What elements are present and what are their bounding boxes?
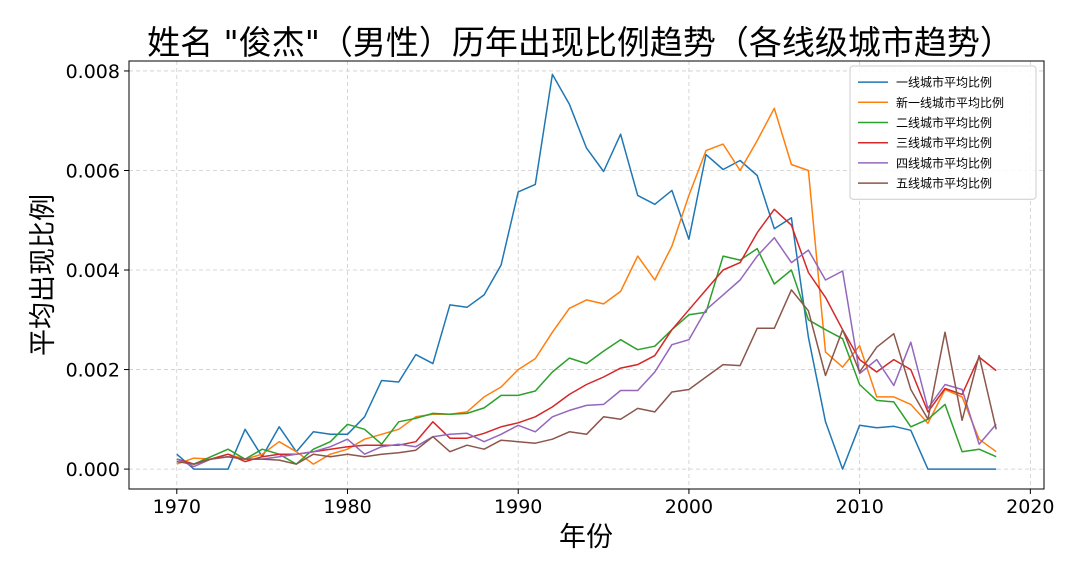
legend-label: 新一线城市平均比例	[896, 95, 1004, 110]
legend-label: 二线城市平均比例	[896, 115, 992, 130]
y-axis-label: 平均出现比例	[28, 194, 59, 356]
axes-frame	[128, 60, 1045, 490]
legend-label: 三线城市平均比例	[896, 135, 992, 150]
y-tick-label: 0.000	[66, 459, 120, 481]
series-line-4	[176, 208, 997, 465]
y-tick-label: 0.006	[66, 160, 120, 182]
grid	[129, 61, 1044, 489]
legend-box	[849, 65, 1037, 200]
x-tick-label: 1980	[323, 496, 371, 518]
series-lines	[176, 73, 997, 470]
series-line-5	[176, 236, 997, 468]
axis-ticks: 1970 1980 1990 2000 2010 2020 0.000 0.002 0.004 0…	[66, 61, 1055, 518]
y-tick-label: 0.008	[66, 61, 120, 83]
x-tick-label: 2020	[1006, 496, 1054, 518]
x-tick-label: 2010	[835, 496, 883, 518]
legend-label: 五线城市平均比例	[896, 176, 992, 191]
x-tick-label: 2000	[665, 496, 713, 518]
y-tick-label: 0.002	[66, 360, 120, 382]
x-tick-label: 1970	[153, 496, 201, 518]
legend: 一线城市平均比例新一线城市平均比例二线城市平均比例三线城市平均比例四线城市平均比…	[849, 65, 1037, 200]
x-axis-label: 年份	[559, 522, 613, 553]
series-line-6	[176, 289, 997, 465]
y-tick-label: 0.004	[66, 260, 120, 282]
series-line-1	[176, 73, 997, 470]
x-tick-label: 1990	[494, 496, 542, 518]
series-line-3	[176, 247, 997, 465]
series-line-2	[176, 107, 997, 465]
legend-label: 四线城市平均比例	[896, 155, 992, 170]
chart-title: 姓名 "俊杰"（男性）历年出现比例趋势（各线级城市趋势）	[147, 23, 1013, 62]
legend-label: 一线城市平均比例	[896, 75, 992, 90]
